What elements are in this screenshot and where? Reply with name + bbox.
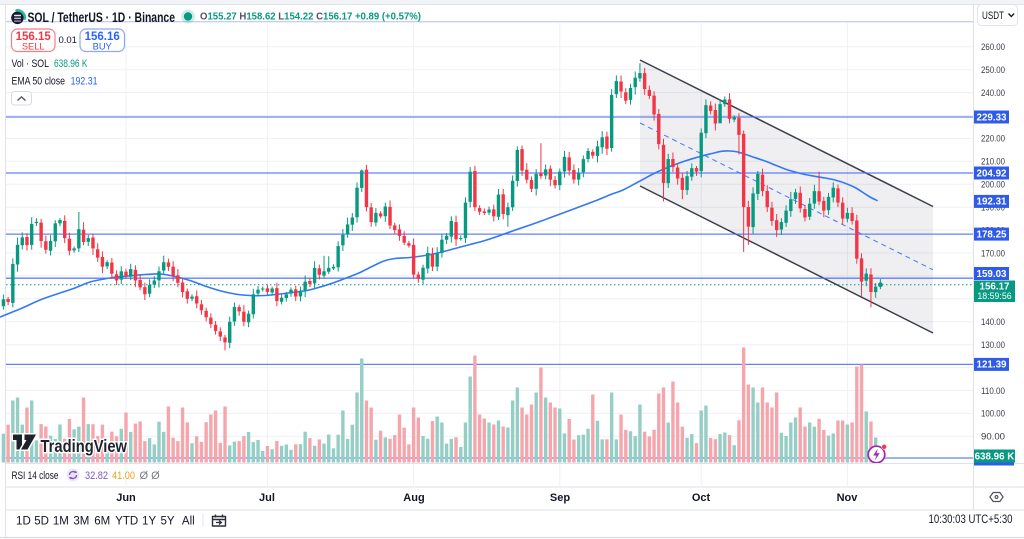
svg-text:O155.27 H158.62 L154.22 C156.1: O155.27 H158.62 L154.22 C156.17 +0.89 (+… bbox=[200, 12, 421, 23]
svg-text:3M: 3M bbox=[73, 516, 89, 528]
svg-text:170.00: 170.00 bbox=[981, 248, 1005, 259]
svg-text:220.00: 220.00 bbox=[981, 134, 1005, 145]
svg-text:10:30:03 UTC+5:30: 10:30:03 UTC+5:30 bbox=[929, 512, 1013, 526]
svg-text:5D: 5D bbox=[34, 516, 49, 528]
svg-text:130.00: 130.00 bbox=[981, 340, 1005, 351]
svg-text:1Y: 1Y bbox=[142, 516, 156, 528]
svg-text:Jun: Jun bbox=[116, 492, 136, 504]
svg-text:6M: 6M bbox=[94, 516, 110, 528]
svg-text:EMA 50 close: EMA 50 close bbox=[12, 76, 66, 88]
svg-text:YTD: YTD bbox=[115, 516, 138, 528]
svg-text:Vol · SOL: Vol · SOL bbox=[12, 58, 50, 70]
svg-text:0.01: 0.01 bbox=[58, 35, 77, 46]
svg-text:156.16: 156.16 bbox=[85, 31, 120, 43]
svg-text:41.00: 41.00 bbox=[112, 470, 135, 482]
svg-text:90.00: 90.00 bbox=[981, 432, 1005, 443]
svg-text:192.31: 192.31 bbox=[71, 76, 98, 88]
svg-text:100.00: 100.00 bbox=[981, 409, 1005, 420]
svg-text:140.00: 140.00 bbox=[981, 317, 1005, 328]
svg-text:SOL / TetherUS · 1D · Binance: SOL / TetherUS · 1D · Binance bbox=[28, 10, 176, 25]
svg-text:SELL: SELL bbox=[22, 42, 45, 52]
svg-text:121.39: 121.39 bbox=[977, 360, 1008, 371]
svg-text:Aug: Aug bbox=[403, 492, 424, 504]
svg-text:1D: 1D bbox=[16, 516, 31, 528]
svg-text:204.92: 204.92 bbox=[977, 168, 1008, 179]
svg-text:All: All bbox=[182, 516, 195, 528]
svg-text:BUY: BUY bbox=[93, 42, 112, 52]
svg-text:210.00: 210.00 bbox=[981, 157, 1005, 168]
svg-text:Sep: Sep bbox=[550, 492, 570, 504]
svg-text:159.03: 159.03 bbox=[977, 269, 1008, 280]
svg-text:Nov: Nov bbox=[837, 492, 859, 504]
svg-text:1M: 1M bbox=[53, 516, 69, 528]
svg-text:RSI 14 close: RSI 14 close bbox=[12, 470, 59, 482]
svg-text:110.00: 110.00 bbox=[981, 386, 1005, 397]
svg-text:250.00: 250.00 bbox=[981, 65, 1005, 76]
svg-text:190.00: 190.00 bbox=[981, 203, 1005, 214]
svg-text:192.31: 192.31 bbox=[977, 197, 1008, 208]
svg-text:156.15: 156.15 bbox=[16, 31, 52, 43]
svg-text:156.17: 156.17 bbox=[980, 282, 1011, 293]
svg-text:Jul: Jul bbox=[259, 492, 275, 504]
svg-text:Oct: Oct bbox=[692, 492, 711, 504]
svg-text:178.25: 178.25 bbox=[977, 229, 1008, 240]
svg-text:TradingView: TradingView bbox=[41, 436, 128, 456]
svg-text:USDT: USDT bbox=[982, 10, 1004, 22]
svg-text:638.96 K: 638.96 K bbox=[975, 451, 1015, 462]
svg-text:Ø Ø: Ø Ø bbox=[140, 470, 161, 482]
svg-text:32.82: 32.82 bbox=[85, 470, 108, 482]
svg-text:260.00: 260.00 bbox=[981, 42, 1005, 53]
svg-text:5Y: 5Y bbox=[160, 516, 174, 528]
svg-text:240.00: 240.00 bbox=[981, 88, 1005, 99]
svg-text:229.33: 229.33 bbox=[977, 112, 1008, 123]
svg-text:18:59:56: 18:59:56 bbox=[977, 291, 1011, 301]
svg-text:200.00: 200.00 bbox=[981, 180, 1005, 191]
svg-text:638.96 K: 638.96 K bbox=[54, 58, 88, 70]
